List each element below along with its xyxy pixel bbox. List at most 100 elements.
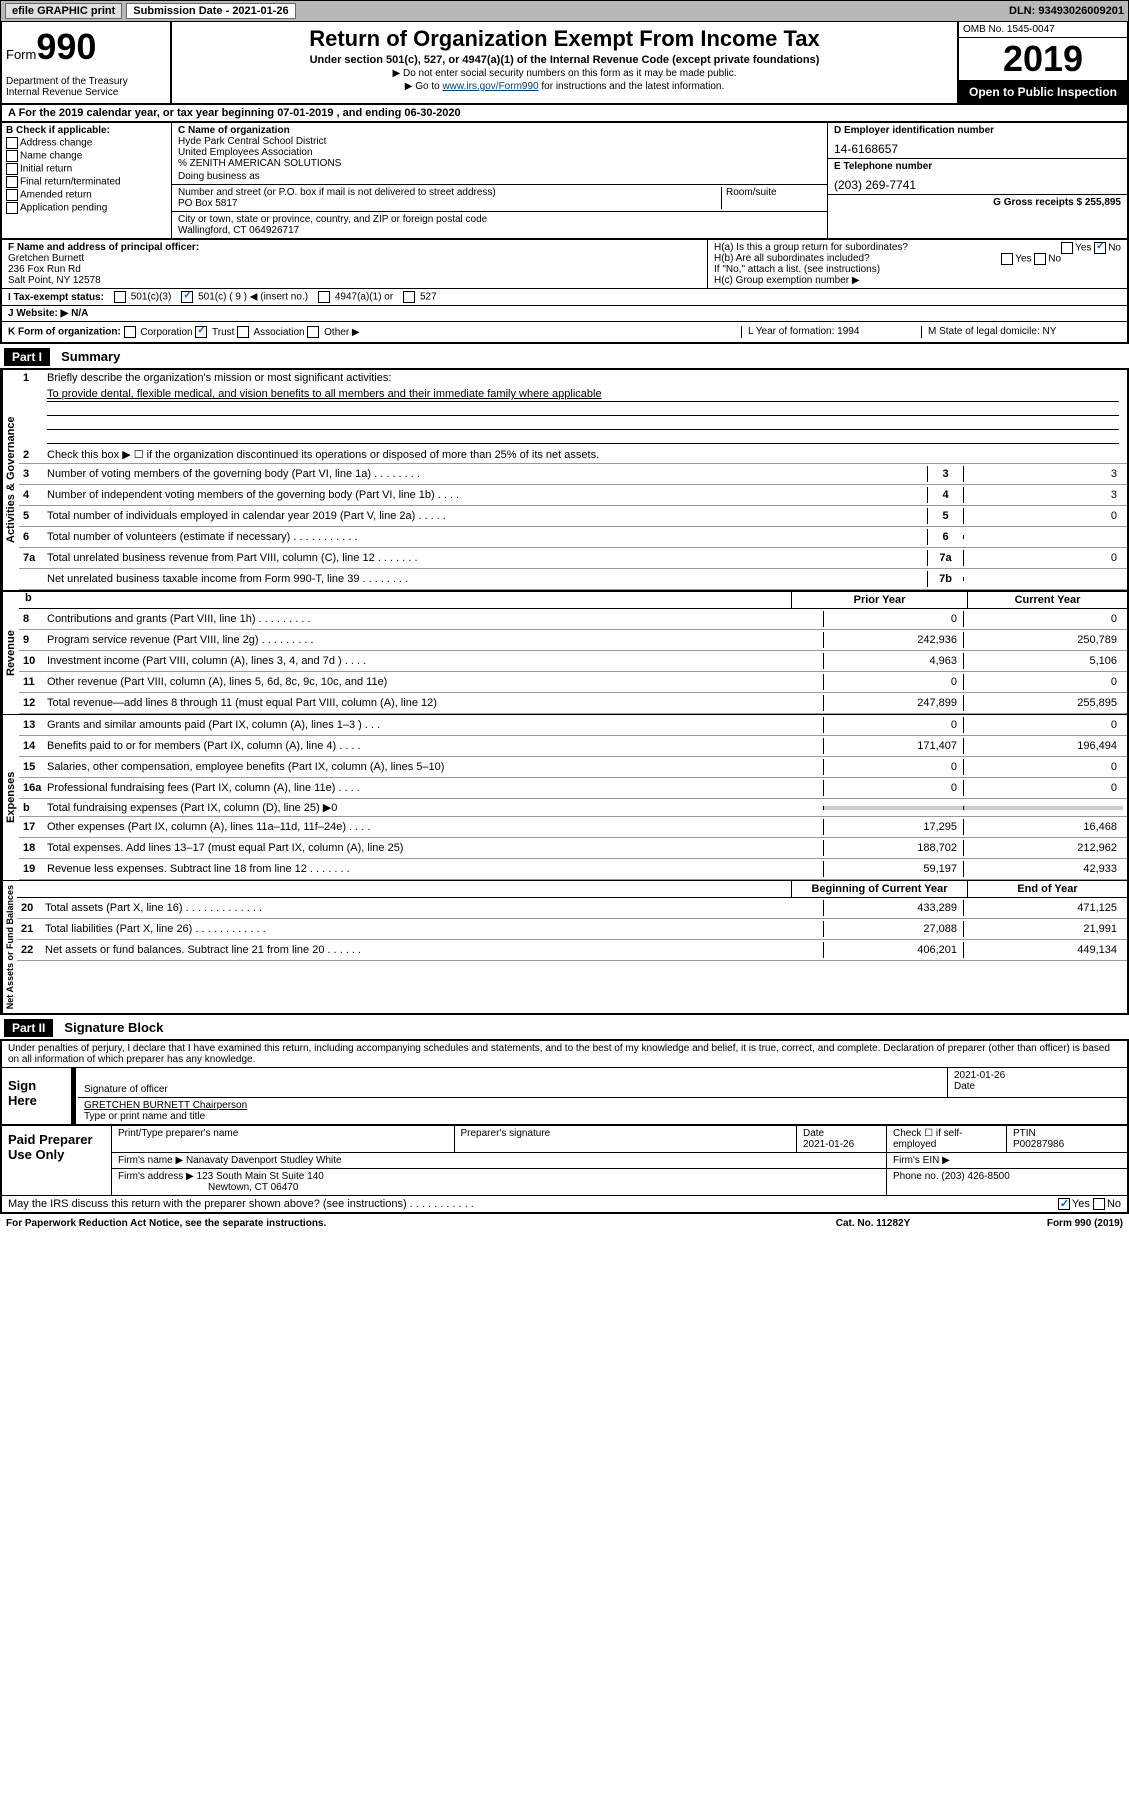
na-block: Net Assets or Fund Balances Beginning of… <box>2 881 1127 1013</box>
form-number: 990 <box>36 26 96 67</box>
ein-value: 14-6168657 <box>834 142 1121 156</box>
row-j-website: J Website: ▶ N/A <box>0 306 1129 322</box>
tax-year: 2019 <box>959 38 1127 81</box>
prep-name-cell: Print/Type preparer's name <box>112 1126 455 1152</box>
table-row: 7aTotal unrelated business revenue from … <box>19 548 1127 569</box>
part1-header: Part I Summary <box>0 344 1129 366</box>
table-row: 20Total assets (Part X, line 16) . . . .… <box>17 898 1127 919</box>
page-footer: For Paperwork Reduction Act Notice, see … <box>0 1214 1129 1233</box>
sig-date-cell: 2021-01-26Date <box>947 1068 1127 1097</box>
check-address-change[interactable]: Address change <box>6 137 167 149</box>
officer-name: Gretchen Burnett <box>8 253 701 264</box>
website-value: N/A <box>71 308 88 319</box>
status-501c3[interactable]: 501(c)(3) <box>114 291 171 303</box>
col-c-org: C Name of organization Hyde Park Central… <box>172 123 827 238</box>
row-f-h: F Name and address of principal officer:… <box>0 240 1129 289</box>
officer-sig-cell: Signature of officer <box>78 1068 947 1097</box>
table-row: 14Benefits paid to or for members (Part … <box>19 736 1127 757</box>
table-row: 19Revenue less expenses. Subtract line 1… <box>19 859 1127 880</box>
signature-block: Under penalties of perjury, I declare th… <box>0 1039 1129 1126</box>
city-state-zip: Wallingford, CT 064926717 <box>178 225 821 236</box>
firm-addr-cell: Firm's address ▶ 123 South Main St Suite… <box>112 1169 887 1195</box>
form-id-block: Form990 Department of the Treasury Inter… <box>2 22 172 103</box>
status-527[interactable]: 527 <box>403 291 436 303</box>
table-row: 11Other revenue (Part VIII, column (A), … <box>19 672 1127 693</box>
officer-block: F Name and address of principal officer:… <box>2 240 707 288</box>
prep-date-cell: Date2021-01-26 <box>797 1126 887 1152</box>
status-4947[interactable]: 4947(a)(1) or <box>318 291 393 303</box>
table-row: 17Other expenses (Part IX, column (A), l… <box>19 817 1127 838</box>
year-formation: 1994 <box>837 326 859 337</box>
state-domicile: NY <box>1043 326 1057 337</box>
form-title: Return of Organization Exempt From Incom… <box>176 26 953 52</box>
org-name-row: C Name of organization Hyde Park Central… <box>172 123 827 185</box>
paid-prep-label: Paid Preparer Use Only <box>2 1126 112 1195</box>
gov-block: Activities & Governance 1Briefly describ… <box>2 370 1127 591</box>
table-row: 8Contributions and grants (Part VIII, li… <box>19 609 1127 630</box>
org-corp[interactable]: Corporation <box>124 327 193 338</box>
hb-row: H(b) Are all subordinates included? Yes … <box>714 253 1121 264</box>
city-row: City or town, state or province, country… <box>172 212 827 238</box>
check-final-return[interactable]: Final return/terminated <box>6 176 167 188</box>
table-row: 3Number of voting members of the governi… <box>19 464 1127 485</box>
form990-link[interactable]: www.irs.gov/Form990 <box>442 81 538 92</box>
form-header: Form990 Department of the Treasury Inter… <box>0 22 1129 105</box>
check-initial-return[interactable]: Initial return <box>6 163 167 175</box>
prep-ptin-cell: PTINP00287986 <box>1007 1126 1127 1152</box>
form-footer: Form 990 (2019) <box>973 1218 1123 1229</box>
table-row: 5Total number of individuals employed in… <box>19 506 1127 527</box>
prep-selfemp-cell[interactable]: Check ☐ if self-employed <box>887 1126 1007 1152</box>
mission-text: To provide dental, flexible medical, and… <box>19 386 1127 446</box>
firm-name-cell: Firm's name ▶ Nanavaty Davenport Studley… <box>112 1153 887 1168</box>
addr-row: Number and street (or P.O. box if mail i… <box>172 185 827 212</box>
table-row: 16aProfessional fundraising fees (Part I… <box>19 778 1127 799</box>
org-trust[interactable]: Trust <box>195 327 234 338</box>
rev-block: Revenue bPrior YearCurrent Year 8Contrib… <box>2 591 1127 715</box>
table-row: 15Salaries, other compensation, employee… <box>19 757 1127 778</box>
status-501c[interactable]: 501(c) ( 9 ) ◀ (insert no.) <box>181 291 308 303</box>
paperwork-notice: For Paperwork Reduction Act Notice, see … <box>6 1218 773 1229</box>
gross-receipts: G Gross receipts $ 255,895 <box>828 195 1127 210</box>
table-row: 9Program service revenue (Part VIII, lin… <box>19 630 1127 651</box>
col-b-checks: B Check if applicable: Address change Na… <box>2 123 172 238</box>
check-app-pending[interactable]: Application pending <box>6 202 167 214</box>
org-other[interactable]: Other ▶ <box>307 327 359 338</box>
phone-value: (203) 269-7741 <box>834 178 1121 192</box>
efile-print-button[interactable]: efile GRAPHIC print <box>5 3 122 19</box>
row-k-form-org: K Form of organization: Corporation Trus… <box>0 322 1129 344</box>
side-revenue: Revenue <box>2 592 19 714</box>
org-care-of: % ZENITH AMERICAN SOLUTIONS <box>178 158 821 169</box>
discuss-question: May the IRS discuss this return with the… <box>8 1198 1058 1210</box>
table-row: 22Net assets or fund balances. Subtract … <box>17 940 1127 961</box>
form-note2: ▶ Go to www.irs.gov/Form990 for instruct… <box>176 81 953 92</box>
room-suite: Room/suite <box>721 187 821 209</box>
org-assoc[interactable]: Association <box>237 327 304 338</box>
sign-here-label: Sign Here <box>2 1068 72 1124</box>
discuss-no[interactable]: No <box>1093 1198 1121 1210</box>
table-row: 18Total expenses. Add lines 13–17 (must … <box>19 838 1127 859</box>
check-amended-return[interactable]: Amended return <box>6 189 167 201</box>
table-row: 12Total revenue—add lines 8 through 11 (… <box>19 693 1127 714</box>
topbar: efile GRAPHIC print Submission Date - 20… <box>0 0 1129 22</box>
officer-addr: 236 Fox Run Rd <box>8 264 701 275</box>
row-i-tax-status: I Tax-exempt status: 501(c)(3) 501(c) ( … <box>0 289 1129 306</box>
street-address: PO Box 5817 <box>178 198 721 209</box>
org-name-1: Hyde Park Central School District <box>178 136 821 147</box>
perjury-declaration: Under penalties of perjury, I declare th… <box>2 1041 1127 1067</box>
side-netassets: Net Assets or Fund Balances <box>2 881 17 1013</box>
table-row: 4Number of independent voting members of… <box>19 485 1127 506</box>
dln: DLN: 93493026009201 <box>1009 5 1124 17</box>
check-name-change[interactable]: Name change <box>6 150 167 162</box>
ha-row: H(a) Is this a group return for subordin… <box>714 242 1121 253</box>
part2-header: Part II Signature Block <box>0 1015 1129 1037</box>
summary-table: Activities & Governance 1Briefly describ… <box>0 368 1129 1015</box>
col-d-ein: D Employer identification number 14-6168… <box>827 123 1127 238</box>
table-row: 10Investment income (Part VIII, column (… <box>19 651 1127 672</box>
dept-treasury: Department of the Treasury Internal Reve… <box>6 76 166 98</box>
omb-number: OMB No. 1545-0047 <box>959 22 1127 38</box>
form-subtitle: Under section 501(c), 527, or 4947(a)(1)… <box>176 54 953 66</box>
table-row: 6Total number of volunteers (estimate if… <box>19 527 1127 548</box>
paid-preparer-block: Paid Preparer Use Only Print/Type prepar… <box>0 1126 1129 1214</box>
discuss-yes[interactable]: Yes <box>1058 1198 1090 1210</box>
officer-name-cell: GRETCHEN BURNETT ChairpersonType or prin… <box>78 1098 1127 1124</box>
